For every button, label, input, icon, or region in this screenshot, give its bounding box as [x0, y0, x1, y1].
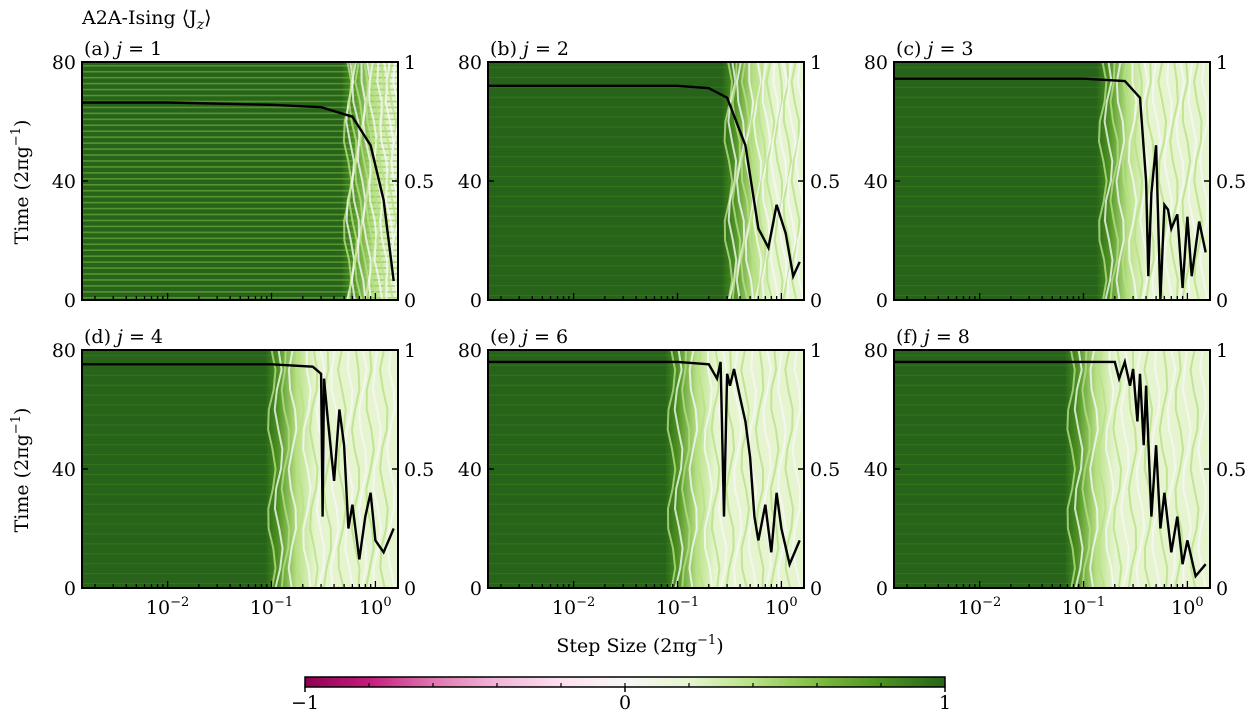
y2-tick-label: 0.5	[404, 459, 434, 481]
colorbar-tick-label: 1	[939, 692, 951, 714]
y-tick-label: 40	[52, 459, 76, 481]
y-tick-label: 0	[876, 578, 888, 600]
y2-tick-label: 0.5	[810, 171, 840, 193]
panel-a: (a) j = 1 0 40 80 0 0.5 1	[52, 38, 434, 312]
x-tick-label: 100	[765, 595, 797, 619]
x-tick-label: 10−2	[552, 595, 595, 619]
overlay-line	[894, 77, 1207, 300]
y2-tick-label: 1	[404, 52, 416, 74]
panel-f: (f) j = 8 0 40 80 0 0.5 1 10−2 10−1 100	[864, 326, 1246, 619]
panel-b: (b) j = 2 0 40 80 0 0.5 1	[458, 38, 840, 312]
panel-e: (e) j = 6 0 40 80 0 0.5 1 10−2 10−1 100	[458, 326, 840, 619]
y2-tick-label: 0	[1216, 578, 1228, 600]
overlay-line	[488, 84, 801, 281]
panel-label: (b) j = 2	[490, 38, 569, 60]
y2-tick-label: 1	[810, 52, 822, 74]
y-tick-label: 0	[64, 290, 76, 312]
y2-tick-label: 1	[404, 340, 416, 362]
panel-label: (a) j = 1	[84, 38, 162, 60]
y-tick-label: 80	[458, 52, 482, 74]
heatmap-fringes	[894, 350, 1207, 588]
y-tick-label: 40	[864, 459, 888, 481]
y-tick-label: 40	[458, 459, 482, 481]
y-tick-label: 0	[876, 290, 888, 312]
overlay-line	[82, 363, 395, 560]
x-axis-label: Step Size (2πg−1)	[556, 633, 723, 657]
y2-tick-label: 0	[1216, 290, 1228, 312]
x-tick-label: 100	[1171, 595, 1203, 619]
colorbar: −1 0 1	[291, 676, 951, 714]
panel-label: (f) j = 8	[896, 326, 970, 348]
y-tick-label: 80	[52, 52, 76, 74]
y-tick-label: 40	[458, 171, 482, 193]
y2-tick-label: 0	[404, 290, 416, 312]
overlay-line	[894, 357, 1207, 579]
y2-tick-label: 0.5	[1216, 171, 1246, 193]
overlay-line	[488, 360, 801, 569]
x-tick-label: 10−2	[958, 595, 1001, 619]
y-tick-label: 0	[64, 578, 76, 600]
heatmap-fringes	[82, 62, 398, 300]
panel-label: (c) j = 3	[896, 38, 974, 60]
y2-tick-label: 0	[810, 290, 822, 312]
panel-label: (e) j = 6	[490, 326, 568, 348]
y2-tick-label: 0.5	[404, 171, 434, 193]
y-tick-label: 40	[52, 171, 76, 193]
x-tick-label: 10−2	[146, 595, 189, 619]
x-tick-label: 10−1	[1062, 595, 1105, 619]
y-tick-label: 0	[470, 290, 482, 312]
figure-title: A2A-Ising ⟨Jz⟩	[81, 7, 212, 33]
overlay-line	[82, 101, 395, 282]
y2-tick-label: 0	[810, 578, 822, 600]
colorbar-tick-label: −1	[291, 692, 319, 714]
y2-tick-label: 0.5	[810, 459, 840, 481]
y-tick-label: 40	[864, 171, 888, 193]
y-axis-label-top: Time (2πg−1)	[9, 120, 33, 245]
y2-tick-label: 0	[404, 578, 416, 600]
panel-d: (d) j = 4 0 40 80 0 0.5 1 10−2 10−1 100	[52, 326, 434, 619]
y-tick-label: 80	[458, 340, 482, 362]
panel-label: (d) j = 4	[84, 326, 163, 348]
heatmap-fringes	[894, 62, 1209, 300]
x-tick-label: 10−1	[250, 595, 293, 619]
y-axis-label-bottom: Time (2πg−1)	[9, 408, 33, 533]
y2-tick-label: 0.5	[1216, 459, 1246, 481]
x-tick-label: 100	[359, 595, 391, 619]
colorbar-tick-label: 0	[619, 692, 631, 714]
y-tick-label: 80	[52, 340, 76, 362]
y2-tick-label: 1	[1216, 340, 1228, 362]
y-tick-label: 0	[470, 578, 482, 600]
y-tick-label: 80	[864, 52, 888, 74]
y2-tick-label: 1	[1216, 52, 1228, 74]
y-tick-label: 80	[864, 340, 888, 362]
y2-tick-label: 1	[810, 340, 822, 362]
panel-c: (c) j = 3 0 40 80 0 0.5 1	[864, 38, 1246, 312]
x-tick-label: 10−1	[656, 595, 699, 619]
